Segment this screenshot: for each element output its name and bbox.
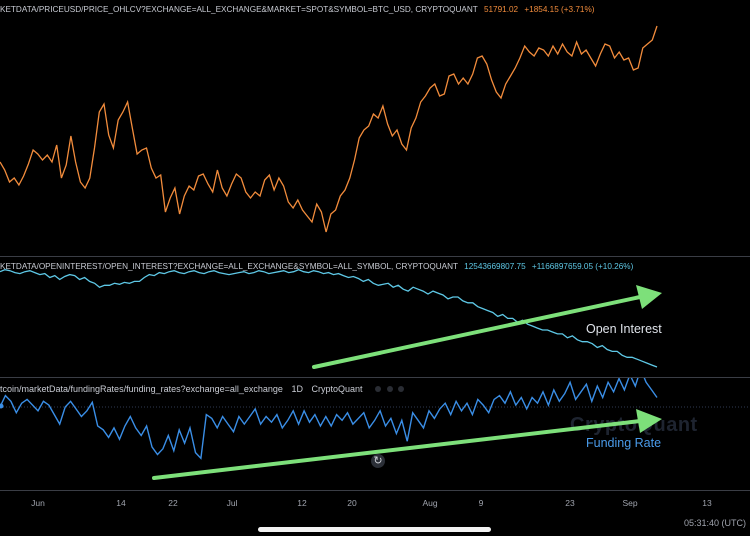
funding-series-line: [0, 378, 658, 460]
cryptoquant-watermark: CryptoQuant: [570, 414, 698, 436]
funding-interval: 1D: [291, 384, 303, 394]
oi-change: +1166897659.05 (+10.26%): [531, 262, 634, 271]
funding-chart[interactable]: [0, 378, 750, 490]
open-interest-pane: KETDATA/OPENINTEREST/OPEN_INTEREST?EXCHA…: [0, 257, 750, 377]
x-axis-tick-label: Sep: [622, 498, 638, 508]
oi-value: 12543669807.75: [464, 262, 526, 271]
oi-arrow-shaft: [312, 295, 642, 369]
price-legend: KETDATA/PRICEUSD/PRICE_OHLCV?EXCHANGE=AL…: [0, 5, 594, 14]
oi-series-line: [0, 268, 658, 368]
price-chart[interactable]: [0, 0, 750, 256]
pane-divider-2[interactable]: [0, 377, 750, 378]
oi-chart[interactable]: [0, 257, 750, 377]
x-axis-tick-label: 13: [702, 498, 712, 508]
pane-divider-3: [0, 490, 750, 491]
x-axis-tick-label: 23: [565, 498, 575, 508]
price-value: 51791.02: [483, 5, 519, 14]
oi-arrow-annotation: [312, 285, 662, 369]
funding-brand: CryptoQuant: [311, 384, 363, 394]
oi-source-label: KETDATA/OPENINTEREST/OPEN_INTEREST?EXCHA…: [0, 262, 458, 271]
funding-source-label: tcoin/marketData/fundingRates/funding_ra…: [0, 384, 283, 394]
utc-clock[interactable]: 05:31:40 (UTC): [683, 518, 746, 528]
funding-pane: tcoin/marketData/fundingRates/funding_ra…: [0, 378, 750, 490]
price-pane: KETDATA/PRICEUSD/PRICE_OHLCV?EXCHANGE=AL…: [0, 0, 750, 256]
x-axis-tick-label: 20: [347, 498, 357, 508]
price-change: +1854.15 (+3.71%): [524, 5, 595, 14]
x-axis-tick-label: 9: [478, 498, 484, 508]
funding-annotation-label: Funding Rate: [586, 436, 662, 450]
price-series-line: [0, 25, 658, 233]
x-axis-tick-label: 22: [168, 498, 178, 508]
funding-legend: tcoin/marketData/fundingRates/funding_ra…: [0, 384, 405, 394]
x-axis-tick-label: Jun: [31, 498, 45, 508]
x-axis-tick-label: Aug: [422, 498, 438, 508]
x-axis-tick-label: 14: [116, 498, 126, 508]
funding-indicator-dot-1[interactable]: [375, 386, 382, 392]
home-indicator[interactable]: [258, 527, 491, 532]
funding-indicator-dot-3[interactable]: [398, 386, 405, 392]
oi-annotation-label: Open Interest: [586, 322, 662, 336]
funding-arrow-shaft: [152, 419, 642, 480]
oi-legend: KETDATA/OPENINTEREST/OPEN_INTEREST?EXCHA…: [0, 262, 633, 271]
x-axis-tick-label: Jul: [226, 498, 238, 508]
oi-arrow-head: [636, 285, 662, 309]
funding-arrow-head: [636, 409, 662, 433]
x-axis-tick-label: 12: [297, 498, 307, 508]
pane-divider-1[interactable]: [0, 256, 750, 257]
refresh-spinner-icon[interactable]: ↻: [371, 454, 385, 468]
funding-arrow-annotation: [152, 409, 662, 480]
funding-indicator-dot-2[interactable]: [386, 386, 393, 392]
price-source-label: KETDATA/PRICEUSD/PRICE_OHLCV?EXCHANGE=AL…: [0, 5, 478, 14]
